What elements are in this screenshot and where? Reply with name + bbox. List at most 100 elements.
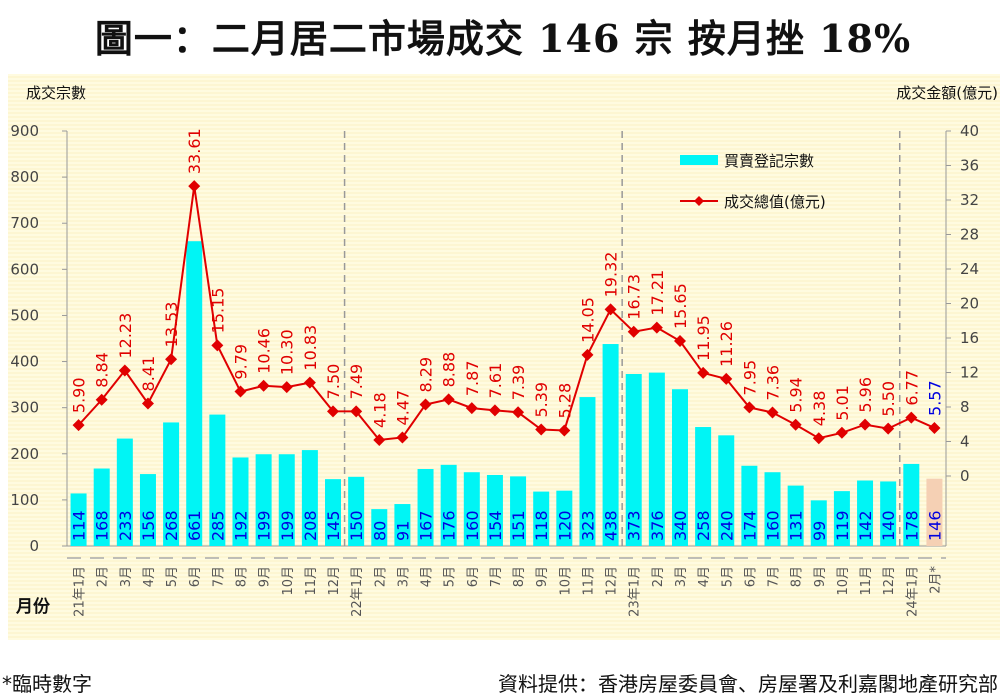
bar-value-label: 118: [532, 510, 551, 541]
left-axis-tick-label: 900: [10, 122, 39, 140]
bar: [486, 474, 503, 546]
x-tick-label: 22年1月: [350, 566, 365, 617]
bar-value-label: 323: [578, 510, 597, 541]
bar: [139, 474, 156, 546]
bar-value-label: 233: [116, 510, 135, 541]
line-point-marker: [928, 421, 941, 434]
left-axis-tick-label: 100: [10, 491, 39, 509]
x-tick-label: 11月: [859, 566, 874, 596]
line-point-marker: [812, 432, 825, 445]
left-axis-tick-label: 0: [29, 537, 39, 555]
legend-line-marker: [694, 196, 704, 206]
line-point-marker: [165, 353, 178, 366]
bar-value-label: 340: [671, 510, 690, 541]
x-tick-label: 11月: [581, 566, 596, 596]
x-tick-label: 9月: [258, 566, 273, 587]
line-point-marker: [488, 404, 501, 417]
left-axis-tick-label: 600: [10, 260, 39, 278]
line-point-marker: [118, 364, 131, 377]
x-tick-label: 4月: [420, 566, 435, 587]
line-point-marker: [766, 406, 779, 419]
bar: [93, 468, 110, 546]
bar-value-label: 142: [856, 510, 875, 541]
bar: [602, 344, 619, 546]
bar: [116, 438, 133, 546]
bar-value-label: 168: [93, 510, 112, 541]
line-value-label: 5.96: [856, 377, 875, 413]
footnote: *臨時數字: [2, 672, 92, 696]
legend-line-label: 成交總值(億元): [724, 193, 826, 211]
right-axis-tick-label: 16: [960, 329, 979, 347]
line-value-label: 16.73: [625, 274, 644, 320]
line-value-label: 7.36: [764, 365, 783, 401]
right-axis-tick-label: 20: [960, 295, 979, 313]
line-value-label: 4.38: [810, 391, 829, 427]
line-point-marker: [627, 325, 640, 338]
bar-value-label: 120: [555, 510, 574, 541]
line-point-marker: [396, 431, 409, 444]
line-value-label: 5.90: [70, 377, 89, 413]
bar-value-label: 99: [810, 521, 829, 541]
line-value-label: 7.95: [740, 360, 759, 396]
line-point-marker: [188, 180, 201, 193]
x-tick-label: 12月: [605, 566, 620, 596]
bar: [625, 374, 642, 546]
x-tick-label: 6月: [743, 566, 758, 587]
x-tick-label: 8月: [234, 566, 249, 587]
bar: [232, 457, 249, 546]
bar: [463, 472, 480, 546]
line-value-label: 5.01: [833, 385, 852, 421]
line-value-label: 6.77: [902, 370, 921, 406]
line-value-label: 17.21: [648, 270, 667, 316]
bar: [325, 479, 342, 546]
line-value-label: 33.61: [185, 128, 204, 174]
bar-value-label: 160: [764, 510, 783, 541]
bar: [209, 414, 226, 546]
bar: [833, 491, 850, 546]
bar: [70, 493, 87, 546]
bar-value-label: 178: [902, 510, 921, 541]
x-axis-title: 月份: [16, 597, 50, 617]
line-point-marker: [697, 366, 710, 379]
bar-value-label: 131: [787, 510, 806, 541]
line-value-label: 7.61: [486, 363, 505, 399]
bar-value-label: 151: [509, 510, 528, 541]
line-value-label: 5.94: [787, 377, 806, 413]
x-tick-label: 21年1月: [73, 566, 88, 617]
bar-value-label: 661: [185, 510, 204, 541]
bar-value-label: 438: [602, 510, 621, 541]
line-value-label: 4.47: [393, 390, 412, 426]
line-value-label: 8.41: [139, 356, 158, 392]
x-tick-label: 8月: [790, 566, 805, 587]
line-value-label: 10.30: [278, 329, 297, 375]
x-tick-label: 2月: [651, 566, 666, 587]
bar-value-label: 156: [139, 510, 158, 541]
left-axis-title: 成交宗數: [26, 84, 87, 102]
bar: [648, 372, 665, 546]
bar-value-label: 240: [717, 510, 736, 541]
bar: [926, 478, 943, 546]
x-tick-label: 3月: [396, 566, 411, 587]
line-series: [77, 185, 935, 442]
left-axis-tick-label: 800: [10, 168, 39, 186]
line-point-marker: [257, 379, 270, 392]
line-value-label: 10.83: [301, 325, 320, 371]
bar: [510, 476, 527, 546]
bar-value-label: 174: [740, 510, 759, 541]
x-tick-label: 12月: [327, 566, 342, 596]
bar: [787, 485, 804, 546]
x-tick-label: 10月: [281, 566, 296, 596]
line-point-marker: [604, 303, 617, 316]
bar-value-label: 150: [347, 510, 366, 541]
line-point-marker: [419, 398, 432, 411]
line-value-label: 7.39: [509, 365, 528, 401]
bar-value-label: 199: [278, 510, 297, 541]
bar-value-label: 140: [879, 510, 898, 541]
bar-value-label: 258: [694, 510, 713, 541]
right-axis-tick-label: 32: [960, 191, 979, 209]
line-point-marker: [303, 376, 316, 389]
line-value-label: 15.15: [208, 288, 227, 334]
line-point-marker: [743, 401, 756, 414]
bar-value-label: 145: [324, 510, 343, 541]
